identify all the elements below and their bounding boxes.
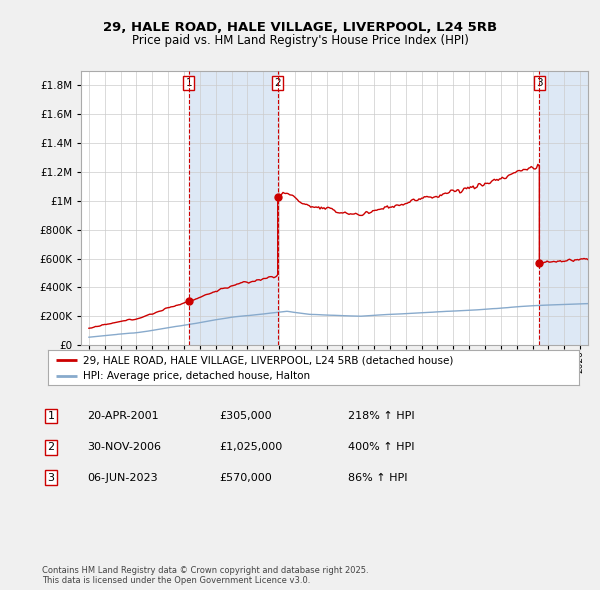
Text: 86% ↑ HPI: 86% ↑ HPI	[348, 473, 407, 483]
Text: 29, HALE ROAD, HALE VILLAGE, LIVERPOOL, L24 5RB: 29, HALE ROAD, HALE VILLAGE, LIVERPOOL, …	[103, 21, 497, 34]
Bar	[189, 71, 278, 345]
Text: 1: 1	[47, 411, 55, 421]
Text: £1,025,000: £1,025,000	[219, 442, 282, 452]
Text: 400% ↑ HPI: 400% ↑ HPI	[348, 442, 415, 452]
Text: 2: 2	[274, 78, 281, 88]
Text: 2: 2	[47, 442, 55, 452]
Text: HPI: Average price, detached house, Halton: HPI: Average price, detached house, Halt…	[83, 371, 310, 381]
Text: £305,000: £305,000	[219, 411, 272, 421]
Text: 3: 3	[47, 473, 55, 483]
Text: 218% ↑ HPI: 218% ↑ HPI	[348, 411, 415, 421]
Text: 06-JUN-2023: 06-JUN-2023	[87, 473, 158, 483]
Text: £570,000: £570,000	[219, 473, 272, 483]
Text: 29, HALE ROAD, HALE VILLAGE, LIVERPOOL, L24 5RB (detached house): 29, HALE ROAD, HALE VILLAGE, LIVERPOOL, …	[83, 355, 453, 365]
Text: Price paid vs. HM Land Registry's House Price Index (HPI): Price paid vs. HM Land Registry's House …	[131, 34, 469, 47]
Text: 1: 1	[185, 78, 192, 88]
Text: 30-NOV-2006: 30-NOV-2006	[87, 442, 161, 452]
Text: Contains HM Land Registry data © Crown copyright and database right 2025.
This d: Contains HM Land Registry data © Crown c…	[42, 566, 368, 585]
Text: 3: 3	[536, 78, 542, 88]
Text: 20-APR-2001: 20-APR-2001	[87, 411, 158, 421]
Bar	[539, 71, 588, 345]
